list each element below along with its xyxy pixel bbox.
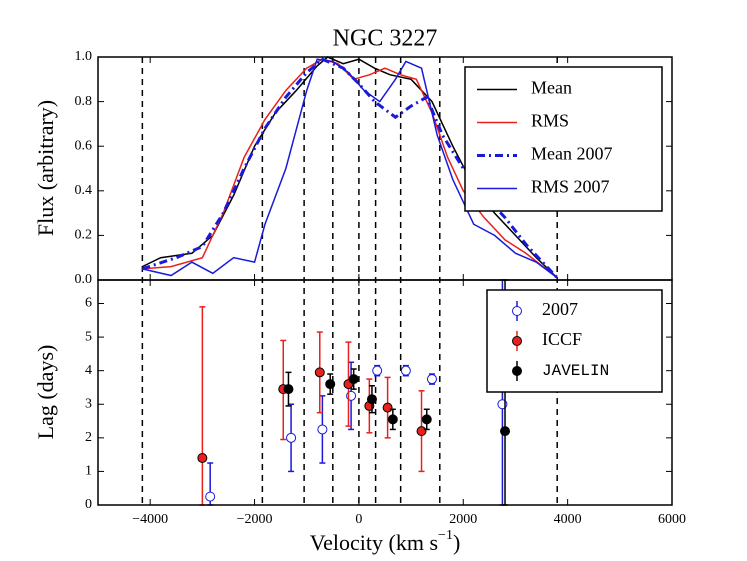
marker — [286, 432, 297, 443]
marker — [416, 426, 427, 437]
legend-swatch — [512, 306, 522, 316]
x-axis-label-superscript: −1 — [438, 528, 453, 543]
y-tick-label: 0.4 — [75, 183, 93, 198]
x-axis-label: Velocity (km s−1) — [310, 528, 461, 555]
legend-label: RMS 2007 — [531, 177, 610, 197]
y-tick-label: 5 — [85, 329, 92, 344]
x-tick-label: 2000 — [449, 512, 477, 527]
x-tick-label: 4000 — [554, 512, 582, 527]
chart-title: NGC 3227 — [333, 26, 438, 52]
y-tick-label: 0.6 — [75, 138, 93, 153]
marker — [283, 384, 294, 395]
marker — [387, 414, 398, 425]
marker — [421, 414, 432, 425]
y-tick-label: 6 — [85, 296, 92, 311]
legend-label: 2007 — [542, 299, 578, 319]
y-tick-label: 0.2 — [75, 228, 93, 243]
y-tick-label: 4 — [85, 363, 92, 378]
legend-label: JAVELIN — [542, 362, 609, 380]
marker — [325, 379, 336, 390]
y-tick-label: 0.8 — [75, 94, 93, 109]
legend-swatch — [512, 336, 522, 346]
line-series — [142, 58, 558, 279]
plot-frame — [97, 279, 673, 506]
y-tick-label: 3 — [85, 396, 92, 411]
y-tick-label: 0.0 — [75, 272, 93, 287]
x-axis-label-suffix: ) — [453, 530, 460, 555]
marker — [314, 367, 325, 378]
legend-swatch — [512, 366, 522, 376]
y-tick-label: 2 — [85, 430, 92, 445]
marker — [348, 374, 359, 385]
marker — [400, 365, 411, 376]
x-tick-label: 6000 — [658, 512, 686, 527]
x-tick-label: 0 — [355, 512, 362, 527]
marker — [372, 365, 383, 376]
x-tick-label: −2000 — [237, 512, 273, 527]
x-tick-label: −4000 — [132, 512, 168, 527]
legend-label: Mean — [531, 78, 572, 98]
y-tick-label: 1 — [85, 464, 92, 479]
marker — [197, 452, 208, 463]
x-axis-label-text: Velocity (km s — [310, 530, 438, 555]
marker — [317, 424, 328, 435]
legend-label: RMS — [531, 111, 569, 131]
legend-label: ICCF — [542, 329, 582, 349]
legend — [464, 66, 663, 212]
marker — [500, 426, 511, 437]
y-tick-label: 0 — [85, 497, 92, 512]
marker — [426, 374, 437, 385]
legend-label: Mean 2007 — [531, 144, 612, 164]
y-axis-label: Lag (days) — [33, 345, 58, 440]
marker — [382, 402, 393, 413]
marker — [205, 491, 216, 502]
y-axis-label: Flux (arbitrary) — [33, 100, 58, 236]
marker — [366, 394, 377, 405]
y-tick-label: 1.0 — [75, 49, 93, 64]
